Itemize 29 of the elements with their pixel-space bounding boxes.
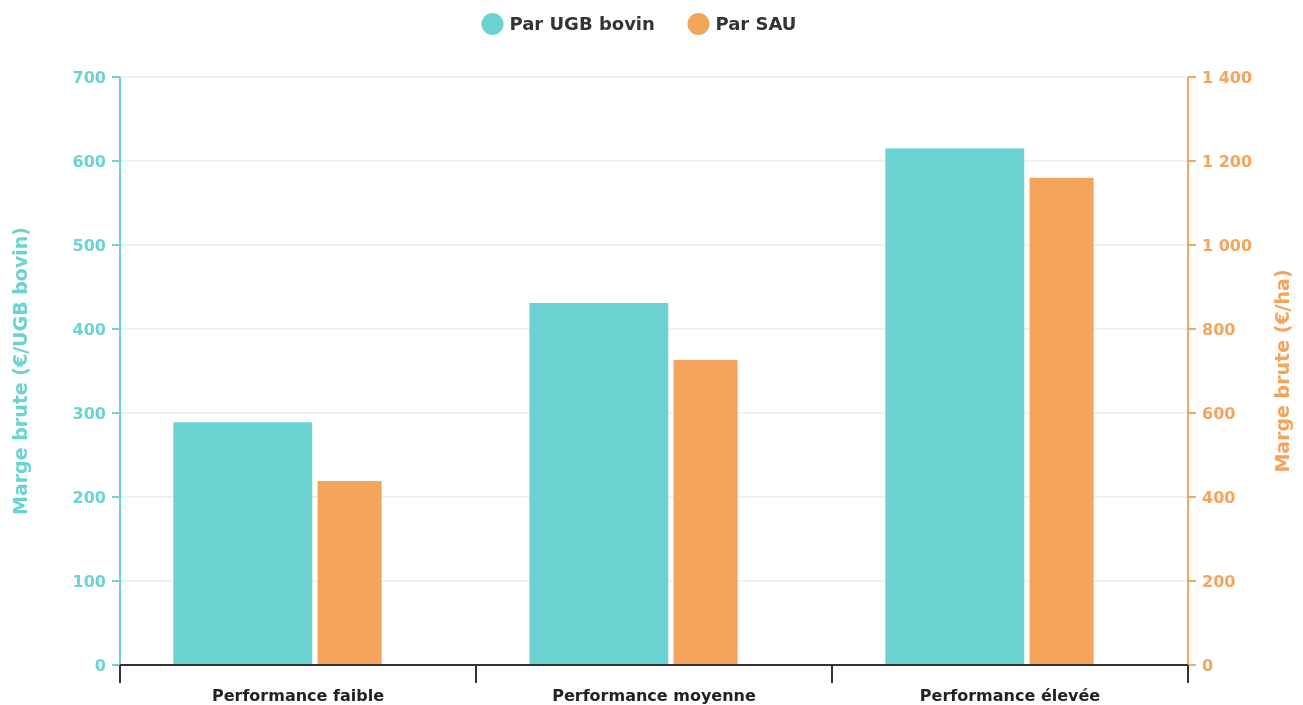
bar xyxy=(673,360,738,665)
bar xyxy=(317,481,382,665)
y-tick-label: 100 xyxy=(72,571,106,591)
bar xyxy=(885,148,1025,665)
bar xyxy=(1029,177,1094,665)
y2-tick-label: 1 200 xyxy=(1202,151,1253,171)
bar xyxy=(529,302,669,665)
x-tick-label: Performance faible xyxy=(211,686,385,705)
y2-tick-label: 600 xyxy=(1202,403,1236,423)
y-tick-label: 200 xyxy=(72,487,106,507)
y2-tick-label: 800 xyxy=(1202,319,1236,339)
x-tick-label: Performance élevée xyxy=(919,686,1101,705)
y2-tick-label: 400 xyxy=(1202,487,1236,507)
y-tick-label: 500 xyxy=(72,235,106,255)
y-tick-label: 0 xyxy=(94,655,106,675)
y2-tick-label: 1 000 xyxy=(1202,235,1253,255)
y-tick-label: 600 xyxy=(72,151,106,171)
bar xyxy=(173,422,313,665)
y-tick-label: 700 xyxy=(72,67,106,87)
legend-label: Par SAU xyxy=(715,13,797,35)
y2-tick-label: 1 400 xyxy=(1202,67,1253,87)
y-tick-label: 300 xyxy=(72,403,106,423)
y-axis-title: Marge brute (€/UGB bovin) xyxy=(9,226,31,516)
y2-axis-title: Marge brute (€/ha) xyxy=(1271,269,1293,473)
legend-label: Par UGB bovin xyxy=(509,13,655,35)
x-tick-label: Performance moyenne xyxy=(552,686,756,705)
y-tick-label: 400 xyxy=(72,319,106,339)
y2-tick-label: 200 xyxy=(1202,571,1236,591)
y2-tick-label: 0 xyxy=(1202,655,1214,675)
